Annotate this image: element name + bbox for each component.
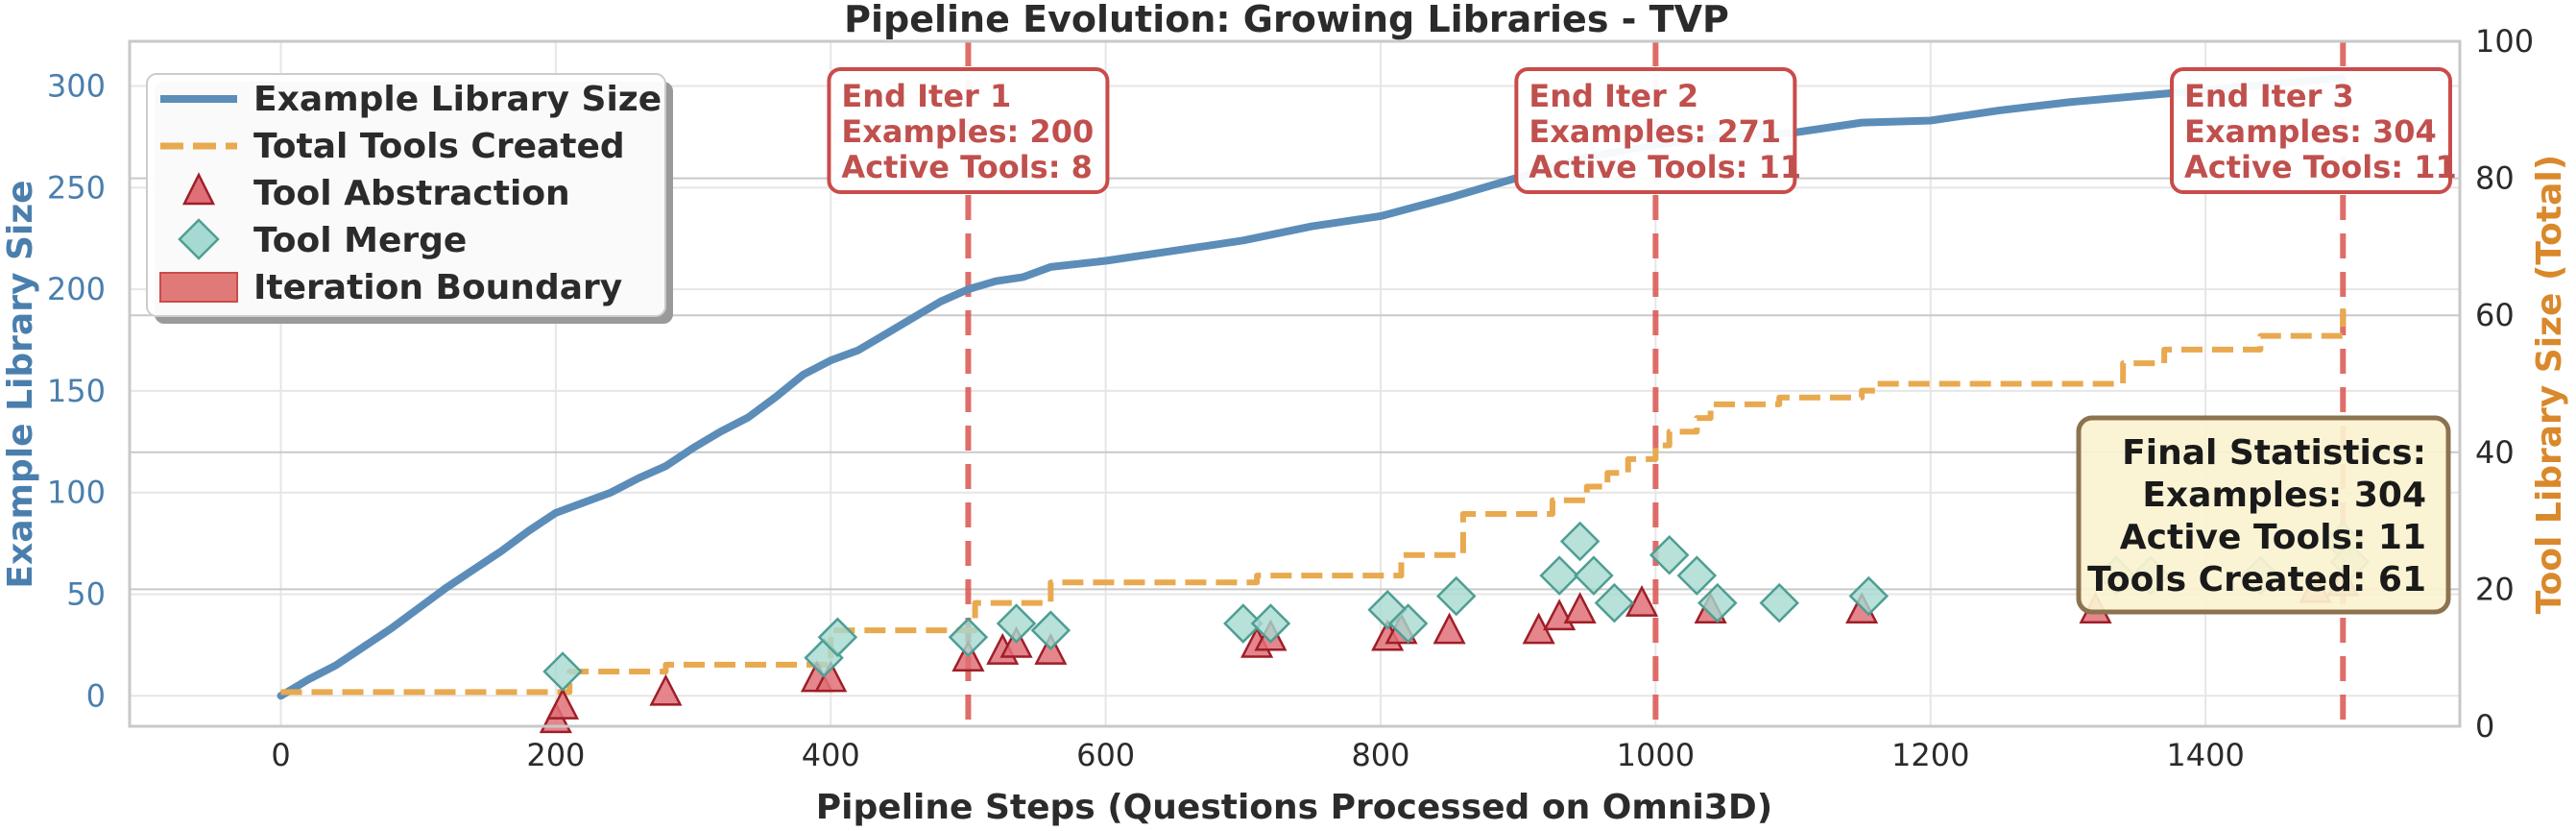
tool-merge-marker xyxy=(817,617,858,658)
legend-label-examples: Example Library Size xyxy=(253,80,662,119)
legend-box xyxy=(146,73,666,317)
legend: Example Library Size Total Tools Created… xyxy=(146,73,673,324)
right-tick-label: 80 xyxy=(2475,160,2515,197)
final-statistics-heading: Final Statistics: xyxy=(2122,433,2426,473)
tool-merge-marker xyxy=(1435,575,1477,617)
final-statistics-tools-created: Tools Created: 61 xyxy=(2087,560,2426,599)
tool-merge-marker xyxy=(996,603,1037,644)
tool-merge-marker xyxy=(1676,555,1718,596)
tool-merge-marker xyxy=(1759,582,1799,623)
iteration-annotation-text: Active Tools: 11 xyxy=(2184,149,2457,185)
x-tick-label: 1400 xyxy=(2166,737,2244,773)
tool-abstraction-marker xyxy=(1432,612,1466,645)
left-tick-label: 0 xyxy=(86,677,106,714)
x-axis-label: Pipeline Steps (Questions Processed on O… xyxy=(816,788,1772,827)
iteration-annotation-text: End Iter 2 xyxy=(1529,78,1698,114)
right-tick-label: 20 xyxy=(2475,571,2515,607)
final-statistics-frame xyxy=(2076,415,2451,615)
left-tick-label: 150 xyxy=(47,373,106,409)
legend-label-tools: Total Tools Created xyxy=(253,127,625,166)
right-axis-ticks: 0 20 40 60 80 100 xyxy=(2475,23,2534,745)
tool-merge-marker xyxy=(1559,521,1601,562)
x-tick-label: 1200 xyxy=(1891,737,1969,773)
left-tick-label: 250 xyxy=(47,169,106,206)
final-statistics-active-tools: Active Tools: 11 xyxy=(2120,518,2426,557)
legend-label-boundary: Iteration Boundary xyxy=(253,268,622,307)
left-axis-label: Example Library Size xyxy=(1,180,40,588)
iteration-annotation-text: Examples: 304 xyxy=(2184,113,2437,150)
iteration-annotation-text: End Iter 1 xyxy=(841,78,1011,114)
tool-merge-marker xyxy=(1848,575,1890,617)
iteration-annotation-text: Examples: 200 xyxy=(841,113,1094,150)
iteration-annotation-text: Examples: 271 xyxy=(1529,113,1781,150)
x-tick-label: 600 xyxy=(1076,737,1135,773)
x-tick-label: 1000 xyxy=(1617,737,1695,773)
x-axis-ticks: 0 200 400 600 800 1000 1200 1400 xyxy=(271,737,2245,773)
tool-abstraction-marker xyxy=(545,687,580,720)
tool-merge-marker xyxy=(542,651,583,692)
tool-merge-marker xyxy=(1387,603,1429,644)
tool-merge-marker xyxy=(1594,582,1635,623)
tool-merge-marker xyxy=(948,617,989,658)
right-tick-label: 60 xyxy=(2475,297,2515,333)
tool-merge-marker xyxy=(1223,603,1264,644)
legend-swatch-abstraction xyxy=(181,172,216,206)
legend-swatch-boundary xyxy=(159,272,238,303)
tool-abstraction-marker xyxy=(1625,584,1659,617)
tool-merge-marker xyxy=(1030,610,1071,650)
iteration-annotation-frame xyxy=(1514,67,1797,194)
iteration-annotation-text: Active Tools: 11 xyxy=(1529,149,1801,185)
x-tick-label: 400 xyxy=(802,737,860,773)
left-axis-ticks: 0 50 100 150 200 250 300 xyxy=(47,68,106,715)
left-tick-label: 300 xyxy=(47,68,106,105)
iteration-annotation-text: Active Tools: 8 xyxy=(841,149,1092,185)
final-statistics-examples: Examples: 304 xyxy=(2142,476,2426,515)
right-tick-label: 40 xyxy=(2475,434,2515,471)
legend-label-merge: Tool Merge xyxy=(253,221,467,260)
x-tick-label: 800 xyxy=(1351,737,1409,773)
left-tick-label: 200 xyxy=(47,271,106,307)
tool-abstraction-marker xyxy=(649,673,683,706)
tool-merge-marker xyxy=(1649,534,1690,575)
legend-label-abstraction: Tool Abstraction xyxy=(253,174,570,213)
tool-merge-marker xyxy=(1697,582,1738,623)
iteration-annotation-text: End Iter 3 xyxy=(2184,78,2354,114)
right-axis-label: Tool Library Size (Total) xyxy=(2530,155,2569,614)
iteration-annotation-frame xyxy=(827,67,1110,194)
chart-title: Pipeline Evolution: Growing Libraries - … xyxy=(844,0,1729,40)
plot-frame xyxy=(128,39,2462,728)
x-tick-label: 200 xyxy=(526,737,585,773)
legend-swatch-merge xyxy=(178,218,220,260)
tool-merge-marker xyxy=(1250,603,1291,644)
right-tick-label: 100 xyxy=(2475,23,2534,60)
tool-merge-marker xyxy=(1539,555,1579,596)
iteration-annotation-frame xyxy=(2170,67,2452,194)
tool-merge-marker xyxy=(1574,555,1614,596)
tool-abstraction-marker xyxy=(1563,592,1597,624)
series-line-tools-created xyxy=(280,308,2347,696)
final-statistics-box: Final Statistics: Examples: 304 Active T… xyxy=(2076,415,2451,615)
left-tick-label: 100 xyxy=(47,475,106,511)
right-tick-label: 0 xyxy=(2475,708,2494,745)
x-tick-label: 0 xyxy=(271,737,290,773)
left-tick-label: 50 xyxy=(66,575,106,612)
